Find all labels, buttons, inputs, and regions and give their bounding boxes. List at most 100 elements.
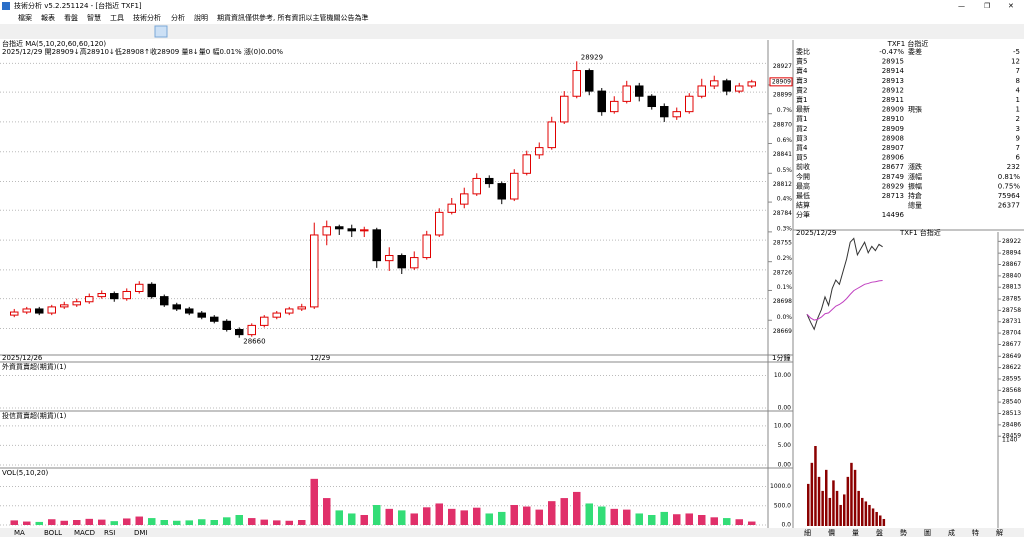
quote-value: 28909 — [882, 125, 904, 133]
volume-bar — [135, 516, 143, 525]
quote-label: 分筆 — [796, 210, 810, 219]
candle-body — [722, 80, 731, 92]
quote-label: 委差 — [908, 47, 922, 56]
mini-volume-bar — [868, 504, 871, 526]
mini-tab[interactable]: 特 — [972, 528, 979, 537]
quote-label: 最新 — [796, 105, 810, 114]
menu-item[interactable]: 期貨資訊僅供參考, 所有資訊以主管機關公告為準 — [217, 13, 368, 22]
tool-button[interactable] — [154, 25, 168, 38]
mini-volume-bar — [821, 490, 824, 526]
volume-bar — [385, 508, 393, 525]
menu-item[interactable]: 說明 — [194, 13, 208, 22]
candle-body — [735, 85, 744, 92]
y-tick-label: 500.0 — [774, 502, 791, 509]
maximize-button[interactable]: ❐ — [984, 2, 990, 10]
mini-tab[interactable]: 成 — [948, 528, 955, 537]
chart-info: 2025/12/29 開28909↓高28910↓低28908↑收28909 量… — [2, 47, 283, 56]
volume-bar — [623, 509, 631, 525]
quote-label: 漲幅 — [908, 172, 922, 181]
quote-value: 1 — [1016, 106, 1020, 114]
volume-bar — [10, 520, 18, 525]
quote-value: 14496 — [882, 211, 905, 219]
last-price-label: 28909 — [772, 78, 791, 85]
y-tick-label: 28784 — [773, 210, 792, 217]
close-button[interactable]: ✕ — [1008, 2, 1014, 10]
indicator-tab[interactable]: MACD — [74, 529, 95, 537]
menu-item[interactable]: 分析 — [171, 13, 185, 22]
y-tick-label: 28841 — [773, 151, 792, 158]
candle-body — [397, 255, 406, 269]
menu-item[interactable]: 智慧 — [87, 13, 101, 22]
volume-bar — [373, 505, 381, 525]
quote-value: 28907 — [882, 144, 904, 152]
candle-body — [610, 100, 619, 113]
pct-tick-label: 0.7% — [777, 107, 793, 114]
mini-volume-bar — [864, 501, 868, 526]
quote-value: 12 — [1011, 58, 1020, 66]
mini-tab[interactable]: 量 — [852, 529, 859, 537]
indicator-tab[interactable]: BOLL — [44, 529, 62, 537]
candle-body — [672, 111, 681, 118]
volume-bar — [610, 508, 618, 525]
mini-volume-bar — [835, 490, 839, 526]
mini-volume-bar — [875, 511, 878, 526]
quote-value: 28915 — [882, 58, 904, 66]
y-tick-label: 28899 — [773, 92, 792, 99]
volume-bar — [523, 506, 531, 525]
candle-body — [135, 283, 144, 292]
volume-bar — [198, 519, 206, 525]
mini-volume-bar — [861, 497, 864, 526]
menu-item[interactable]: 檔案 — [18, 13, 32, 22]
candle-body — [597, 90, 606, 113]
mini-tab[interactable]: 盤 — [876, 528, 883, 537]
quote-value: 28929 — [882, 182, 904, 190]
candle-body — [685, 95, 694, 113]
minimize-button[interactable]: — — [958, 2, 965, 10]
mini-tab[interactable]: 價 — [828, 528, 835, 537]
volume-bar — [85, 518, 93, 525]
pct-tick-label: 0.1% — [777, 284, 793, 291]
menu-item[interactable]: 技術分析 — [133, 13, 161, 22]
indicator-tab[interactable]: RSI — [104, 529, 115, 537]
volume-bar — [73, 520, 81, 525]
y-tick-label: 28894 — [1002, 250, 1021, 257]
volume-bar — [23, 521, 31, 525]
y-tick-label: 28813 — [1002, 284, 1021, 291]
volume-bar — [48, 519, 56, 525]
quote-value: -5 — [1013, 48, 1020, 56]
candle-body — [247, 324, 256, 336]
mini-tab[interactable]: 圖 — [924, 529, 931, 537]
candle-body — [160, 296, 169, 306]
mini-tab[interactable]: 勢 — [900, 528, 907, 537]
mini-tab[interactable]: 解 — [996, 528, 1003, 537]
panel-title: VOL(5,10,20) — [2, 469, 49, 477]
mini-volume-bar — [825, 469, 828, 526]
toolbar — [0, 24, 1024, 39]
candle-body — [497, 183, 506, 200]
candle-body — [385, 255, 394, 262]
chart-legend: 台指近 MA(5,10,20,60,60,120) — [2, 39, 106, 48]
indicator-tab[interactable]: MA — [14, 529, 25, 537]
candle-body — [97, 293, 106, 298]
menu-item[interactable]: 看盤 — [64, 13, 78, 22]
mini-volume-bar — [814, 446, 817, 526]
quote-value: 26377 — [998, 202, 1020, 210]
quote-value: 0.81% — [998, 173, 1021, 181]
mini-date: 2025/12/29 — [796, 229, 836, 237]
volume-bar — [398, 510, 406, 525]
y-tick-label: 28568 — [1002, 387, 1021, 394]
indicator-tab[interactable]: DMI — [134, 529, 148, 537]
candle-body — [635, 85, 644, 97]
y-tick-label: 0.00 — [778, 462, 792, 469]
menu-item[interactable]: 工具 — [110, 14, 124, 22]
quote-label: 賣1 — [796, 95, 807, 104]
volume-bar — [335, 510, 343, 525]
candle-body — [547, 121, 556, 149]
candle-body — [347, 228, 356, 232]
menu-item[interactable]: 報表 — [41, 13, 55, 22]
y-tick-label: 28677 — [1002, 341, 1021, 348]
mini-volume-bar — [879, 515, 882, 526]
low-annotation: 28660 — [243, 338, 265, 346]
mini-tab[interactable]: 細 — [804, 528, 811, 537]
volume-bar — [585, 503, 593, 525]
